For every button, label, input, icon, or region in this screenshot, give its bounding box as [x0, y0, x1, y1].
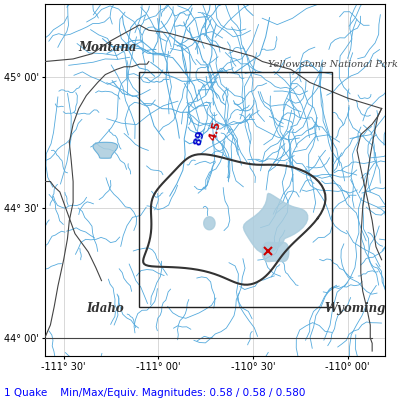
Text: 1 Quake    Min/Max/Equiv. Magnitudes: 0.58 / 0.58 / 0.580: 1 Quake Min/Max/Equiv. Magnitudes: 0.58 … — [4, 388, 305, 398]
Polygon shape — [203, 217, 215, 230]
Text: 89: 89 — [192, 129, 206, 147]
Text: Idaho: Idaho — [86, 302, 124, 315]
Text: Montana: Montana — [79, 41, 137, 54]
Text: 4.5: 4.5 — [207, 120, 222, 142]
Text: Wyoming: Wyoming — [324, 302, 385, 315]
Polygon shape — [93, 142, 117, 158]
Text: Yellowstone National Park: Yellowstone National Park — [267, 60, 397, 69]
Bar — [139, 72, 332, 307]
Polygon shape — [243, 194, 307, 253]
Polygon shape — [262, 242, 288, 262]
